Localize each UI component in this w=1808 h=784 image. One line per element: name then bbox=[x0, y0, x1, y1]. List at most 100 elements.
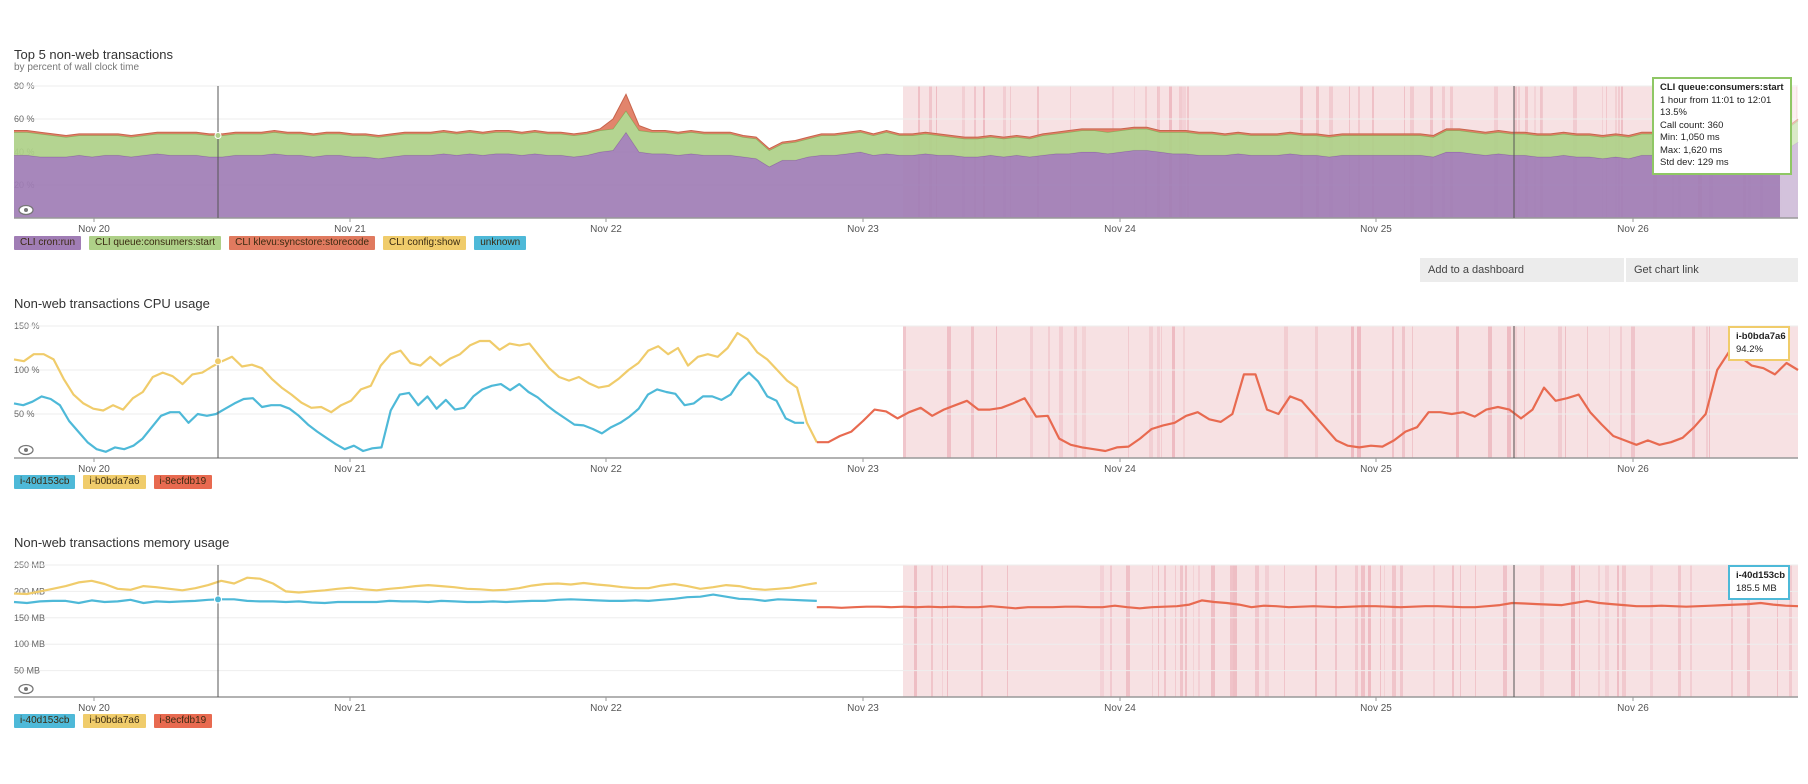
x-tick-label: Nov 23 bbox=[847, 464, 879, 475]
incident-shading bbox=[903, 326, 1798, 458]
x-tick-label: Nov 26 bbox=[1617, 464, 1649, 475]
x-tick-label: Nov 25 bbox=[1360, 464, 1392, 475]
hover-point bbox=[214, 357, 222, 366]
legend-item[interactable]: CLI cron:run bbox=[14, 236, 82, 250]
incident-stripe bbox=[1690, 565, 1692, 697]
x-tick-label: Nov 20 bbox=[78, 703, 110, 714]
incident-stripe bbox=[1059, 326, 1063, 458]
y-tick-label: 200 MB bbox=[14, 586, 45, 596]
visibility-eye-icon[interactable] bbox=[18, 444, 34, 456]
incident-stripe bbox=[1233, 565, 1237, 697]
chart-subtitle-transactions: by percent of wall clock time bbox=[14, 62, 140, 73]
incident-stripe bbox=[1361, 565, 1365, 697]
line-series-1 bbox=[13, 331, 818, 443]
tooltip-title: i-b0bda7a6 bbox=[1736, 331, 1786, 342]
incident-stripe bbox=[1433, 565, 1435, 697]
y-tick-label: 100 % bbox=[14, 365, 40, 375]
incident-stripe bbox=[1605, 565, 1609, 697]
area-series-0 bbox=[14, 132, 1798, 218]
incident-stripe bbox=[1255, 565, 1259, 697]
incident-stripe bbox=[1392, 565, 1396, 697]
incident-stripe bbox=[1620, 326, 1622, 458]
incident-stripe bbox=[1488, 326, 1492, 458]
legend-item[interactable]: i-40d153cb bbox=[14, 714, 76, 728]
incident-stripe bbox=[942, 565, 943, 697]
incident-stripe bbox=[1185, 565, 1187, 697]
visibility-eye-icon[interactable] bbox=[18, 204, 34, 216]
incident-stripe bbox=[1392, 326, 1394, 458]
area-series-edge-2 bbox=[14, 93, 1799, 150]
incident-stripe bbox=[1400, 565, 1403, 697]
legend-item[interactable]: CLI klevu:syncstore:storecode bbox=[229, 236, 376, 250]
legend-item[interactable]: i-40d153cb bbox=[14, 475, 76, 489]
incident-stripe bbox=[1230, 565, 1233, 697]
add-to-dashboard-button[interactable]: Add to a dashboard bbox=[1420, 258, 1624, 282]
hover-point bbox=[214, 595, 222, 604]
legend-item[interactable]: CLI queue:consumers:start bbox=[89, 236, 222, 250]
legend-item[interactable]: unknown bbox=[474, 236, 527, 250]
legend-item[interactable]: i-8ecfdb19 bbox=[153, 714, 213, 728]
incident-stripe bbox=[1082, 326, 1086, 458]
incident-stripe bbox=[1048, 326, 1050, 458]
incident-stripe bbox=[1100, 565, 1104, 697]
x-tick-label: Nov 22 bbox=[590, 703, 622, 714]
incident-stripe bbox=[1565, 326, 1566, 458]
incident-stripe bbox=[971, 326, 974, 458]
incident-stripe bbox=[1678, 565, 1681, 697]
incident-stripe bbox=[1503, 565, 1507, 697]
incident-stripe bbox=[1110, 565, 1112, 697]
chart-title-transactions: Top 5 non-web transactions bbox=[14, 47, 173, 62]
incident-stripe bbox=[1355, 565, 1358, 697]
x-tick-label: Nov 23 bbox=[847, 224, 879, 235]
incident-stripe bbox=[1692, 326, 1695, 458]
incident-stripe bbox=[1777, 565, 1778, 697]
incident-stripe bbox=[1157, 326, 1160, 458]
incident-stripe bbox=[1650, 565, 1653, 697]
incident-stripe bbox=[1315, 326, 1318, 458]
incident-stripe bbox=[1152, 565, 1153, 697]
incident-stripe bbox=[1475, 565, 1476, 697]
incident-stripe bbox=[1357, 326, 1361, 458]
area-series-1 bbox=[14, 110, 1798, 167]
incident-stripe bbox=[1180, 565, 1183, 697]
incident-stripe bbox=[1631, 326, 1635, 458]
y-tick-label: 100 MB bbox=[14, 639, 45, 649]
get-chart-link-button[interactable]: Get chart link bbox=[1626, 258, 1798, 282]
x-tick-label: Nov 26 bbox=[1617, 703, 1649, 714]
incident-stripe bbox=[1164, 565, 1166, 697]
incident-stripe bbox=[1579, 565, 1580, 697]
cpu-tooltip: i-b0bda7a6 94.2% bbox=[1728, 326, 1790, 361]
incident-stripe bbox=[1571, 565, 1575, 697]
legend-item[interactable]: i-b0bda7a6 bbox=[83, 475, 146, 489]
chart-title-memory: Non-web transactions memory usage bbox=[14, 535, 230, 550]
x-tick-label: Nov 23 bbox=[847, 703, 879, 714]
legend-item[interactable]: i-8ecfdb19 bbox=[153, 475, 213, 489]
visibility-eye-icon[interactable] bbox=[18, 683, 34, 695]
incident-stripe bbox=[1175, 565, 1176, 697]
cpu-line-chart[interactable]: 50 %100 %150 %Nov 20 Nov 21 Nov 22 Nov 23 No… bbox=[0, 314, 1808, 475]
incident-stripe bbox=[1524, 326, 1525, 458]
incident-stripe bbox=[947, 326, 951, 458]
incident-stripe bbox=[1709, 326, 1710, 458]
legend-item[interactable]: i-b0bda7a6 bbox=[83, 714, 146, 728]
incident-stripe bbox=[1172, 326, 1175, 458]
hover-point bbox=[214, 132, 222, 139]
tooltip-line: Min: 1,050 ms bbox=[1660, 132, 1720, 143]
memory-legend: i-40d153cb i-b0bda7a6 i-8ecfdb19 bbox=[14, 714, 213, 728]
tooltip-line: 1 hour from 11:01 to 12:01 bbox=[1660, 94, 1772, 106]
incident-stripe bbox=[1158, 565, 1159, 697]
incident-stripe bbox=[1380, 565, 1381, 697]
incident-stripe bbox=[1211, 565, 1215, 697]
chart-title-cpu: Non-web transactions CPU usage bbox=[14, 296, 210, 311]
x-tick-label: Nov 24 bbox=[1104, 464, 1136, 475]
incident-stripe bbox=[996, 326, 997, 458]
tooltip-line: 13.5% bbox=[1660, 107, 1687, 118]
legend-item[interactable]: CLI config:show bbox=[383, 236, 467, 250]
x-tick-label: Nov 20 bbox=[78, 464, 110, 475]
tooltip-line: Std dev: 129 ms bbox=[1660, 157, 1729, 168]
incident-stripe bbox=[1351, 326, 1354, 458]
incident-stripe bbox=[931, 565, 933, 697]
x-tick-label: Nov 21 bbox=[334, 703, 366, 714]
